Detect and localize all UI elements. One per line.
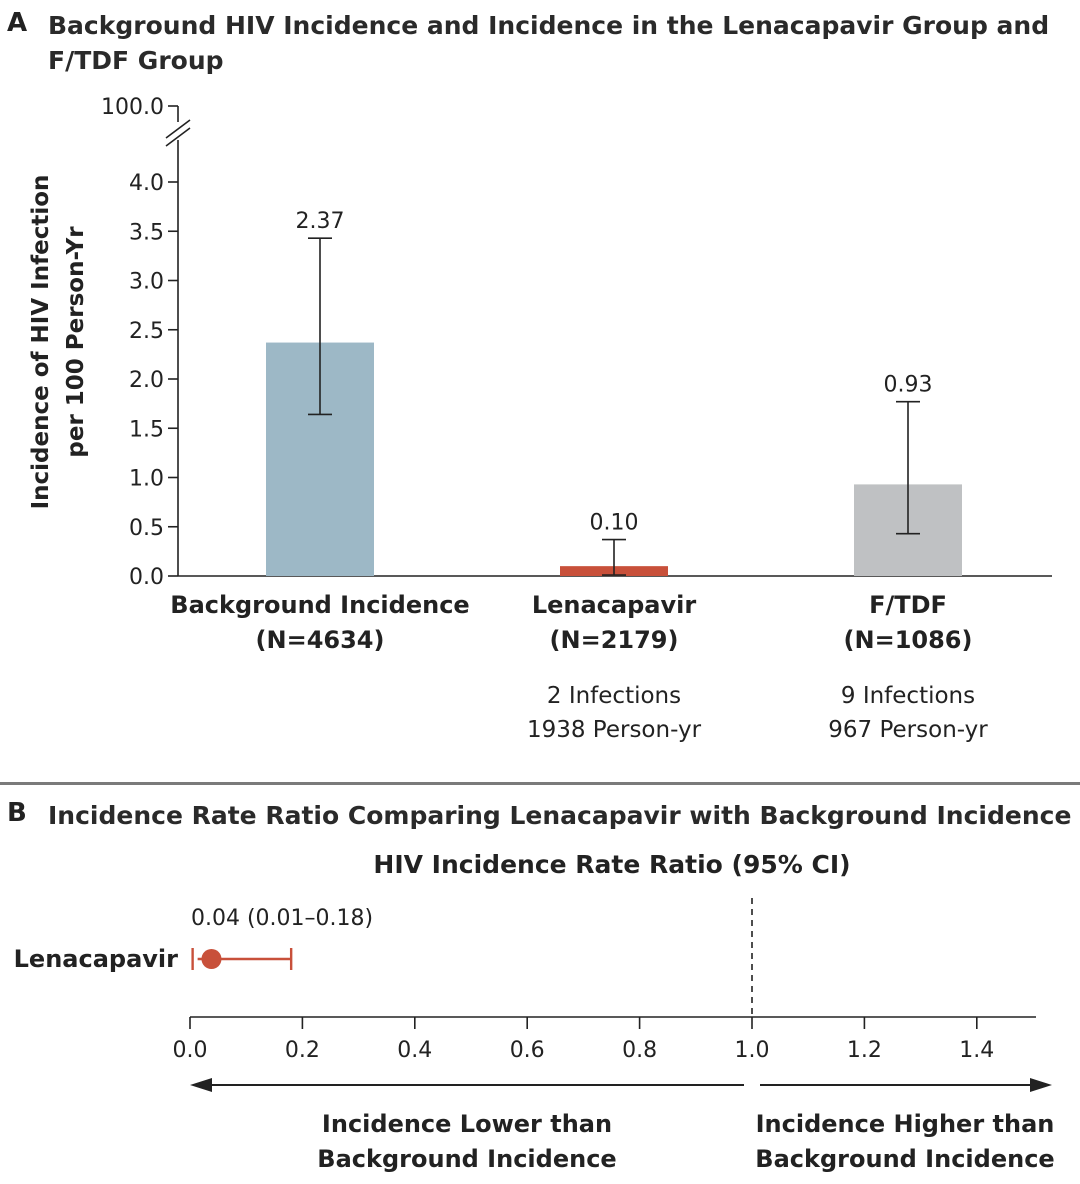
forest-row-label: Lenacapavir [14, 945, 179, 973]
category-label: F/TDF [869, 591, 947, 619]
y-tick-label: 100.0 [101, 95, 164, 120]
x-tick-label: 1.4 [959, 1038, 994, 1063]
lower-label-line1: Incidence Lower than [322, 1110, 612, 1138]
higher-label-line2: Background Incidence [755, 1145, 1054, 1173]
x-tick-label: 1.2 [847, 1038, 882, 1063]
axis-break-mark [165, 127, 191, 147]
x-tick-label: 0.4 [397, 1038, 432, 1063]
y-tick-label: 1.0 [129, 467, 164, 492]
person-years-note: 967 Person-yr [828, 717, 988, 743]
panel-b-letter: B [7, 798, 27, 828]
x-tick-label: 0.8 [622, 1038, 657, 1063]
arrow-lower-head [190, 1078, 212, 1092]
infections-note: 2 Infections [547, 683, 681, 709]
category-label: Background Incidence [170, 591, 469, 619]
data-label: 2.37 [296, 209, 345, 234]
arrow-higher-head [1030, 1078, 1052, 1092]
panel-a-letter: A [7, 8, 28, 38]
panel-a-title-line2: F/TDF Group [48, 46, 224, 75]
y-tick-label: 0.0 [129, 565, 164, 590]
y-tick-label: 0.5 [129, 516, 164, 541]
higher-label-line1: Incidence Higher than [756, 1110, 1055, 1138]
panel-divider [0, 782, 1080, 785]
infections-note: 9 Infections [841, 683, 975, 709]
panel-a-title-line1: Background HIV Incidence and Incidence i… [48, 11, 1050, 40]
lower-label-line2: Background Incidence [317, 1145, 616, 1173]
x-tick-label: 0.6 [510, 1038, 545, 1063]
person-years-note: 1938 Person-yr [527, 717, 702, 743]
y-tick-label: 3.5 [129, 220, 164, 245]
x-tick-label: 0.0 [173, 1038, 208, 1063]
y-axis-title-line2: per 100 Person-Yr [63, 226, 89, 458]
y-tick-label: 4.0 [129, 171, 164, 196]
y-tick-label: 1.5 [129, 417, 164, 442]
y-axis-title-line1: Incidence of HIV Infection [28, 175, 54, 510]
category-n-label: (N=4634) [256, 626, 385, 654]
category-label: Lenacapavir [532, 591, 697, 619]
data-label: 0.93 [884, 373, 933, 398]
estimate-label: 0.04 (0.01–0.18) [191, 906, 373, 931]
forest-plot-title: HIV Incidence Rate Ratio (95% CI) [373, 850, 850, 879]
y-tick-label: 2.5 [129, 319, 164, 344]
category-n-label: (N=1086) [844, 626, 973, 654]
y-tick-label: 3.0 [129, 270, 164, 295]
panel-b-title: Incidence Rate Ratio Comparing Lenacapav… [48, 801, 1072, 830]
x-tick-label: 0.2 [285, 1038, 320, 1063]
point-estimate [201, 949, 222, 969]
y-tick-label: 2.0 [129, 368, 164, 393]
axis-break-mark [165, 119, 191, 139]
data-label: 0.10 [590, 511, 639, 536]
x-tick-label: 1.0 [735, 1038, 770, 1063]
category-n-label: (N=2179) [550, 626, 679, 654]
